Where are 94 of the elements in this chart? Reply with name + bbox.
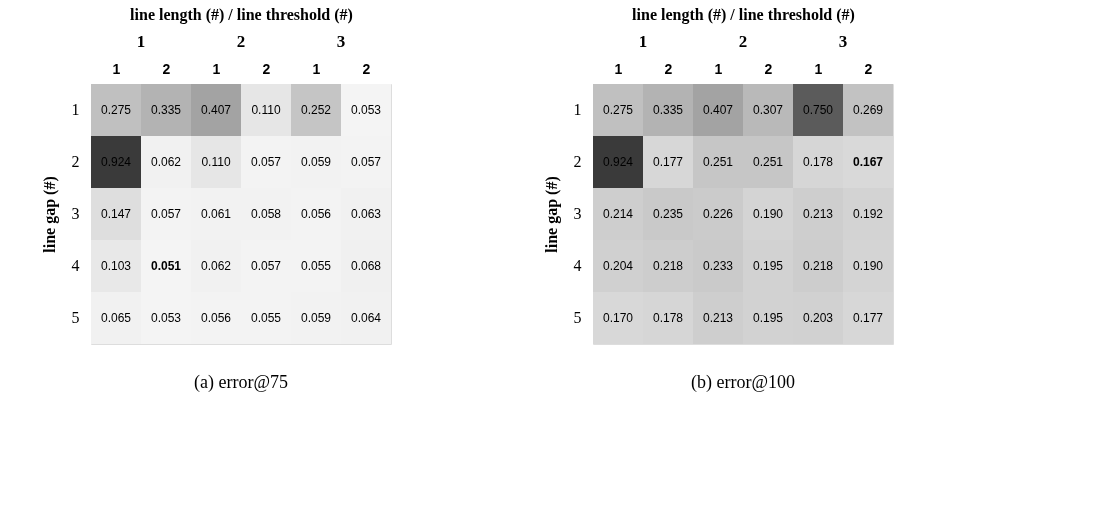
data-label: 0.062 — [150, 155, 182, 169]
y-tick-label: 5 — [71, 309, 80, 326]
x-tick-label: 2 — [864, 60, 873, 77]
data-label: 0.059 — [300, 155, 332, 169]
data-label: 0.233 — [702, 259, 734, 273]
y-axis-title: line gap (#) — [542, 176, 561, 253]
data-label: 0.750 — [802, 103, 834, 117]
data-label: 0.110 — [251, 103, 281, 117]
text: 3 — [336, 32, 346, 51]
data-label: 0.190 — [752, 207, 784, 221]
data-label: 0.335 — [652, 103, 684, 117]
data-label: 0.203 — [802, 311, 834, 325]
data-label: 0.335 — [150, 103, 182, 117]
x-axis-title: line length (#) / line threshold (#) — [632, 5, 855, 24]
x-axis-title: line length (#) / line threshold (#) — [130, 5, 353, 24]
data-label: 0.195 — [752, 259, 784, 273]
data-label: 0.407 — [200, 103, 232, 117]
data-label: 0.924 — [100, 155, 132, 169]
data-label: 0.204 — [602, 259, 634, 273]
data-label: 0.051 — [150, 259, 182, 273]
data-label: 0.053 — [350, 103, 382, 117]
data-label: 0.056 — [200, 311, 232, 325]
text: 2 — [738, 32, 748, 51]
data-label: 0.055 — [300, 259, 332, 273]
text: 1 — [638, 32, 648, 51]
x-tick-label: 1 — [614, 60, 623, 77]
x-tick-label: 1 — [212, 60, 221, 77]
y-tick-label: 4 — [71, 257, 80, 274]
data-label: 0.275 — [602, 103, 634, 117]
data-label: 0.214 — [602, 207, 634, 221]
x-tick-label: 2 — [764, 60, 773, 77]
data-label: 0.057 — [250, 155, 282, 169]
data-label: 0.226 — [702, 207, 734, 221]
y-tick-label: 2 — [573, 153, 582, 170]
data-label: 0.063 — [350, 207, 382, 221]
data-label: 0.058 — [250, 207, 282, 221]
x-tick-label: 2 — [262, 60, 271, 77]
data-label: 0.056 — [300, 207, 332, 221]
data-label: 0.167 — [852, 155, 884, 169]
text: 2 — [236, 32, 246, 51]
y-tick-label: 1 — [71, 101, 80, 118]
data-label: 0.213 — [802, 207, 834, 221]
data-label: 0.059 — [300, 311, 332, 325]
data-label: 0.065 — [100, 311, 132, 325]
x-tick-label: 1 — [714, 60, 723, 77]
data-label: 0.251 — [702, 155, 734, 169]
data-label: 0.057 — [350, 155, 382, 169]
x-tick-label: 2 — [362, 60, 371, 77]
y-tick-label: 2 — [71, 153, 80, 170]
data-label: 0.218 — [652, 259, 684, 273]
data-label: 0.057 — [250, 259, 282, 273]
data-label: 0.251 — [752, 155, 784, 169]
data-label: 0.103 — [100, 259, 132, 273]
data-label: 0.218 — [802, 259, 834, 273]
data-label: 0.177 — [652, 155, 684, 169]
text: (a) error@75 — [193, 372, 289, 393]
data-label: 0.275 — [100, 103, 132, 117]
data-label: 0.057 — [150, 207, 182, 221]
data-label: 0.213 — [702, 311, 734, 325]
data-label: 0.062 — [200, 259, 232, 273]
data-label: 0.192 — [852, 207, 884, 221]
data-label: 0.110 — [201, 155, 231, 169]
text: 1 — [136, 32, 146, 51]
x-tick-label: 2 — [162, 60, 171, 77]
data-label: 0.061 — [200, 207, 232, 221]
data-label: 0.252 — [300, 103, 332, 117]
data-label: 0.147 — [100, 207, 132, 221]
data-label: 0.407 — [702, 103, 734, 117]
x-tick-label: 1 — [312, 60, 321, 77]
data-label: 0.269 — [852, 103, 884, 117]
data-label: 0.307 — [752, 103, 784, 117]
y-axis-title: line gap (#) — [40, 176, 59, 253]
y-tick-label: 5 — [573, 309, 582, 326]
data-label: 0.178 — [652, 311, 684, 325]
data-label: 0.068 — [350, 259, 382, 273]
text: 3 — [838, 32, 848, 51]
data-label: 0.170 — [602, 311, 634, 325]
x-tick-label: 1 — [112, 60, 121, 77]
data-label: 0.177 — [852, 311, 884, 325]
data-label: 0.195 — [752, 311, 784, 325]
data-label: 0.924 — [602, 155, 634, 169]
y-tick-label: 3 — [573, 205, 582, 222]
text: (b) error@100 — [690, 372, 796, 393]
y-tick-label: 4 — [573, 257, 582, 274]
x-tick-label: 2 — [664, 60, 673, 77]
y-tick-label: 1 — [573, 101, 582, 118]
data-label: 0.055 — [250, 311, 282, 325]
data-label: 0.064 — [350, 311, 382, 325]
data-label: 0.178 — [802, 155, 834, 169]
data-label: 0.235 — [652, 207, 684, 221]
y-tick-label: 3 — [71, 205, 80, 222]
data-label: 0.190 — [852, 259, 884, 273]
data-label: 0.053 — [150, 311, 182, 325]
x-tick-label: 1 — [814, 60, 823, 77]
